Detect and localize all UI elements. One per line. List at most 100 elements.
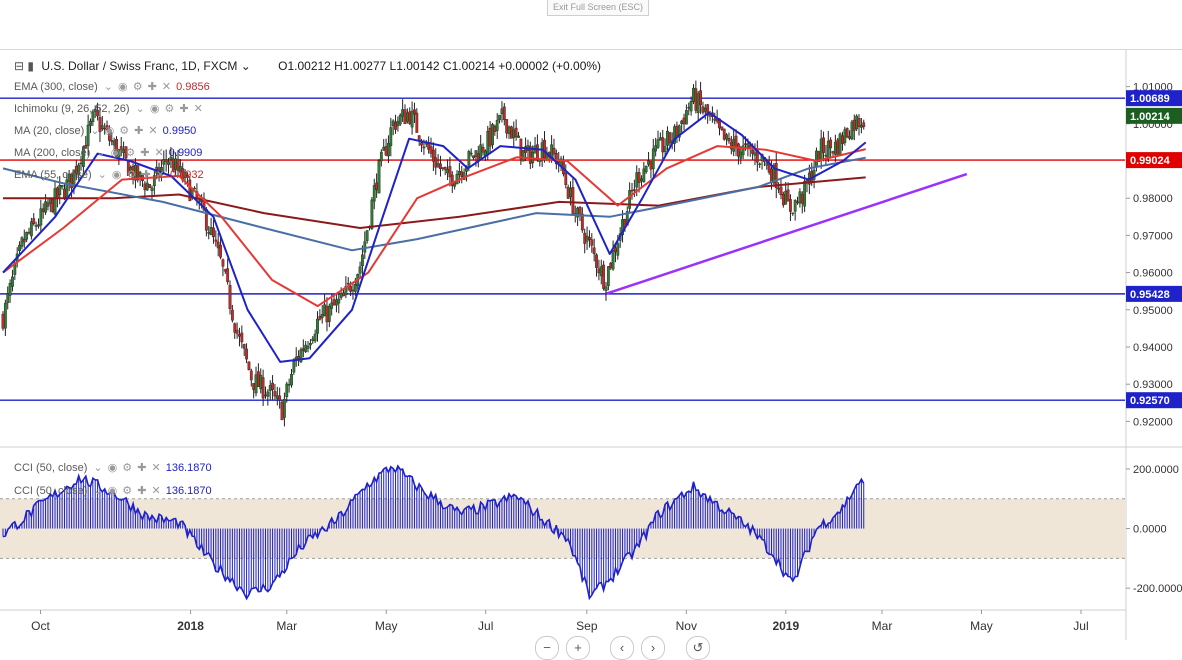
candle-body	[346, 282, 350, 285]
candle-body	[183, 172, 187, 178]
candle-body	[271, 382, 274, 391]
indicator-controls-icon[interactable]: ⌄ ◉ ⚙ ✚ ✕	[90, 125, 159, 137]
candle-body	[699, 90, 702, 106]
candle-body	[663, 146, 667, 152]
indicator-legend-row[interactable]: CCI (50, close) ⌄ ◉ ⚙ ✚ ✕ 136.1870	[14, 461, 212, 474]
indicator-controls-icon[interactable]: ⌄ ◉ ⚙ ✚ ✕	[97, 169, 166, 181]
symbol-dropdown-icon[interactable]: ⌄	[240, 59, 251, 73]
candle-body	[434, 157, 438, 168]
candle-body	[60, 184, 64, 188]
candle-body	[741, 145, 745, 156]
candle-body	[687, 107, 691, 109]
price-badge[interactable]	[1126, 285, 1182, 302]
time-tick-label: Mar	[872, 619, 893, 633]
candle-body	[387, 143, 390, 157]
candle-body	[55, 187, 59, 198]
top-toolbar: Exit Full Screen (ESC)	[0, 0, 1182, 50]
indicator-legend-row[interactable]: MA (200, close) ⌄ ◉ ⚙ ✚ ✕ 0.9909	[14, 146, 202, 159]
candle-body	[696, 93, 700, 113]
indicator-legend-row[interactable]: CCI (50, close) ⌄ ◉ ⚙ ✚ ✕ 136.1870	[14, 484, 212, 497]
candle-body	[330, 302, 334, 309]
candle-body	[602, 264, 606, 289]
candle-body	[323, 304, 326, 317]
indicator-value: 0.9909	[168, 147, 203, 159]
time-tick-label: Nov	[676, 619, 697, 633]
candle-body	[859, 125, 863, 128]
indicator-legend-row[interactable]: Ichimoku (9, 26, 52, 26) ⌄ ◉ ⚙ ✚ ✕	[14, 102, 208, 115]
candle-body	[405, 112, 409, 122]
candle-body	[732, 138, 736, 152]
candle-body	[536, 144, 539, 160]
candle-body	[838, 133, 842, 155]
indicator-controls-icon[interactable]: ⌄ ◉ ⚙ ✚ ✕	[135, 103, 204, 115]
indicator-legend-row[interactable]: EMA (300, close) ⌄ ◉ ⚙ ✚ ✕ 0.9856	[14, 80, 210, 93]
chart-area[interactable]: 1.010001.000000.990000.980000.970000.960…	[0, 50, 1182, 660]
candle-body	[226, 268, 230, 283]
candle-body	[436, 163, 440, 167]
candle-body	[781, 193, 785, 206]
candle-body	[247, 361, 251, 370]
indicator-value: 0.9856	[176, 81, 210, 93]
chevron-right-icon: ›	[650, 640, 656, 655]
candle-body	[682, 117, 686, 125]
ema300-line	[3, 176, 866, 229]
candle-body	[46, 202, 50, 207]
candle-body	[110, 140, 114, 142]
candle-body	[857, 118, 861, 127]
candle-body	[514, 127, 518, 137]
indicator-legend-row[interactable]: EMA (55, close) ⌄ ◉ ⚙ ✚ ✕ 0.9932	[14, 168, 204, 181]
candle-body	[398, 114, 402, 125]
indicator-controls-icon[interactable]: ⌄ ◉ ⚙ ✚ ✕	[93, 462, 162, 474]
indicator-controls-icon[interactable]: ⌄ ◉ ⚙ ✚ ✕	[103, 81, 173, 93]
candle-body	[791, 212, 795, 215]
candle-body	[169, 156, 173, 160]
candle-body	[765, 162, 769, 166]
support-trendline[interactable]	[604, 172, 968, 296]
candle-body	[479, 144, 483, 160]
candle-body	[595, 254, 598, 268]
candle-body	[119, 146, 123, 150]
candle-body	[422, 146, 426, 149]
candle-body	[606, 266, 610, 287]
indicator-legend-row[interactable]: MA (20, close) ⌄ ◉ ⚙ ✚ ✕ 0.9950	[14, 124, 196, 137]
candle-body	[661, 137, 665, 153]
collapse-icon[interactable]: ⊟ ▮	[14, 59, 34, 73]
candle-body	[320, 314, 324, 318]
candle-body	[554, 152, 558, 165]
candle-body	[481, 147, 485, 153]
candle-body	[796, 201, 799, 203]
time-tick-label: Jul	[1073, 619, 1088, 633]
candle-body	[583, 232, 587, 244]
indicator-controls-icon[interactable]: ⌄ ◉ ⚙ ✚ ✕	[96, 147, 165, 159]
candle-body	[469, 152, 473, 155]
indicator-controls-icon[interactable]: ⌄ ◉ ⚙ ✚ ✕	[93, 485, 162, 497]
candle-body	[841, 135, 844, 144]
symbol-title[interactable]: U.S. Dollar / Swiss Franc, 1D, FXCM	[41, 59, 238, 73]
price-badge[interactable]	[1126, 392, 1182, 409]
price-badge[interactable]	[1126, 107, 1182, 124]
candle-body	[186, 175, 189, 178]
price-badge-label: 0.95428	[1130, 289, 1170, 301]
candle-body	[862, 122, 866, 128]
candle-body	[815, 150, 818, 168]
candle-body	[266, 391, 270, 397]
candle-body	[507, 126, 511, 135]
candle-body	[353, 284, 357, 292]
candle-body	[727, 138, 731, 142]
candle-body	[455, 173, 459, 185]
candle-body	[580, 213, 584, 231]
candle-body	[713, 118, 717, 121]
candle-body	[777, 187, 781, 190]
candle-body	[53, 188, 57, 215]
chart-svg[interactable]: 1.010001.000000.990000.980000.970000.960…	[0, 50, 1182, 640]
candle-body	[242, 344, 246, 349]
candle-body	[800, 193, 804, 204]
candle-body	[654, 145, 658, 152]
candle-body	[495, 119, 499, 131]
candle-body	[115, 139, 118, 157]
exit-fullscreen-button[interactable]: Exit Full Screen (ESC)	[547, 0, 650, 16]
price-badge[interactable]	[1126, 90, 1182, 107]
candle-body	[441, 167, 445, 169]
price-badge[interactable]	[1126, 152, 1182, 169]
candle-body	[207, 232, 211, 234]
